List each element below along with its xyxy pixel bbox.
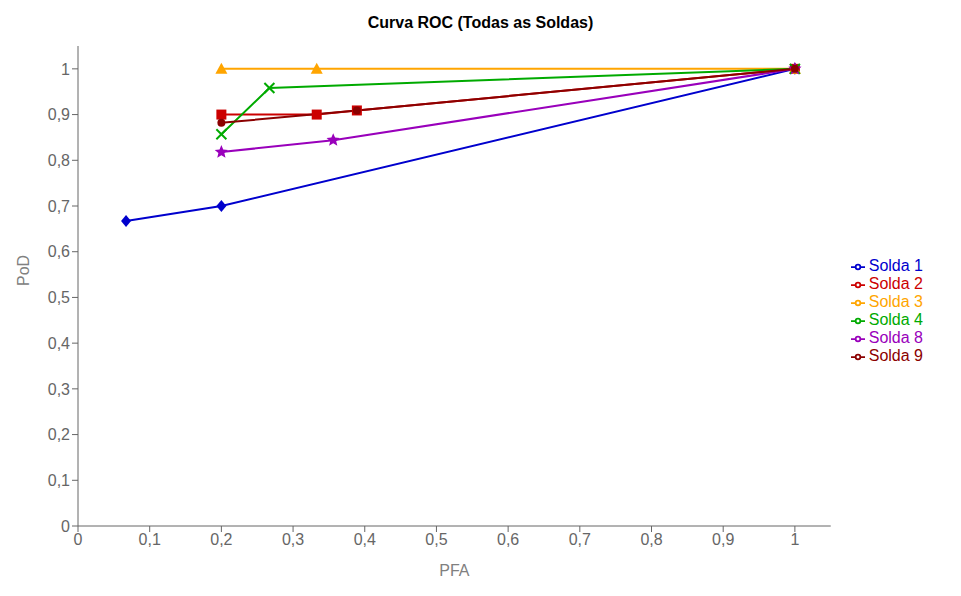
svg-text:0,7: 0,7 [48,198,70,215]
html-text:Solda 3: Solda 3 [868,293,923,310]
html-text:Solda 1: Solda 1 [868,257,923,274]
svg-text:0,4: 0,4 [48,335,70,352]
svg-text:0: 0 [61,518,70,535]
svg-text:0,8: 0,8 [640,531,662,548]
html-text:Solda 4: Solda 4 [868,311,923,328]
html-text:Solda 9: Solda 9 [868,347,923,364]
svg-text:0,9: 0,9 [712,531,734,548]
svg-text:0,7: 0,7 [569,531,591,548]
svg-text:0: 0 [74,531,83,548]
svg-text:0,6: 0,6 [497,531,519,548]
svg-text:PFA: PFA [439,562,470,579]
svg-text:1: 1 [790,531,799,548]
svg-text:0,2: 0,2 [48,426,70,443]
svg-text:0,3: 0,3 [282,531,304,548]
svg-text:0,8: 0,8 [48,152,70,169]
svg-text:0,4: 0,4 [354,531,376,548]
svg-text:0,2: 0,2 [210,531,232,548]
svg-text:1: 1 [61,61,70,78]
svg-text:PoD: PoD [15,255,32,286]
svg-text:0,1: 0,1 [48,472,70,489]
html-text:Curva ROC (Todas as Soldas): Curva ROC (Todas as Soldas) [367,14,594,31]
html-text:Solda 2: Solda 2 [868,275,923,292]
svg-text:0,9: 0,9 [48,106,70,123]
svg-text:0,5: 0,5 [48,289,70,306]
svg-text:0,1: 0,1 [139,531,161,548]
html-text:Solda 8: Solda 8 [868,329,923,346]
svg-text:0,3: 0,3 [48,381,70,398]
svg-text:0,5: 0,5 [425,531,447,548]
svg-text:0,6: 0,6 [48,243,70,260]
